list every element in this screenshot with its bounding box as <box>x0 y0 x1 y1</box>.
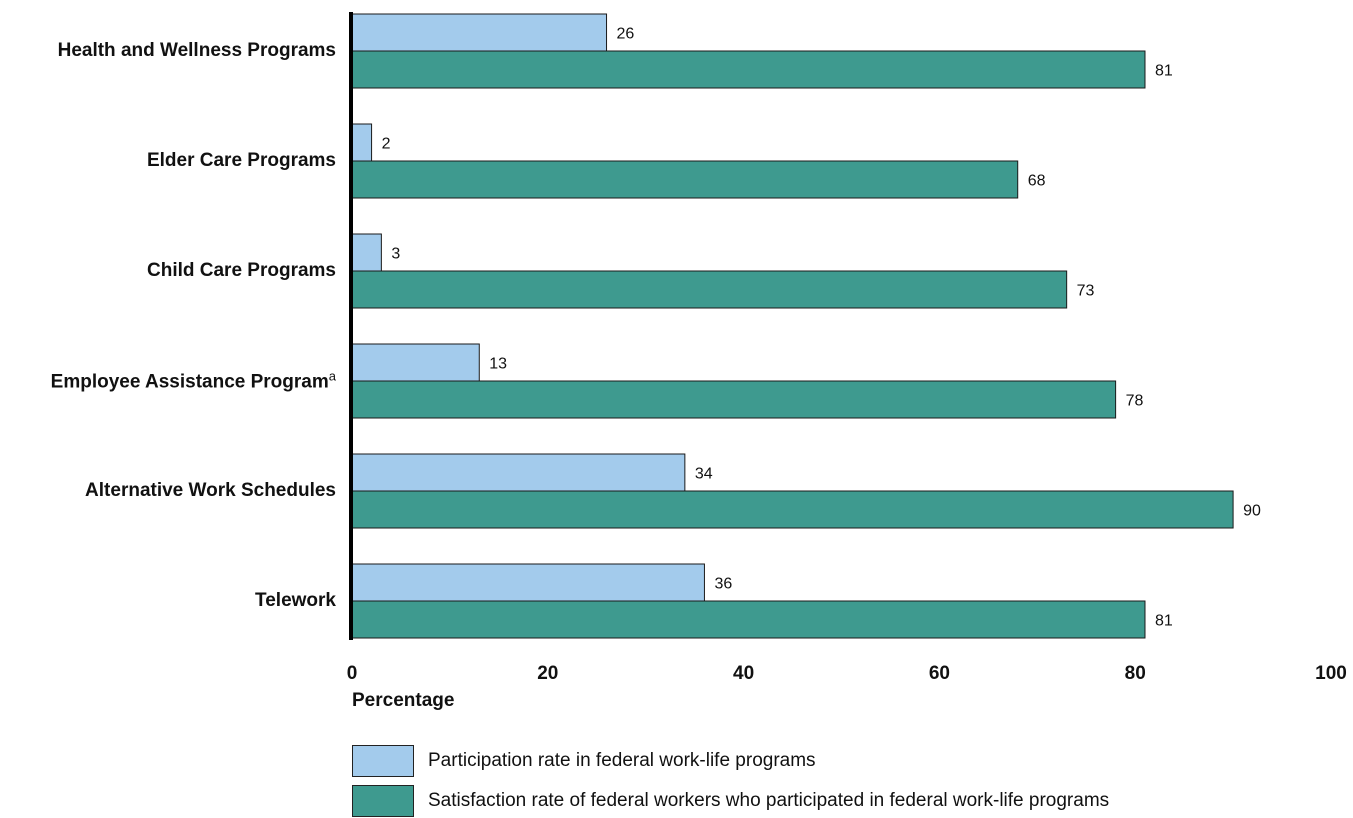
bar <box>351 600 1146 639</box>
category-label: Employee Assistance Programa <box>51 369 336 394</box>
bar <box>351 490 1234 529</box>
x-axis-title: Percentage <box>352 690 455 711</box>
category-label: Alternative Work Schedules <box>85 480 336 502</box>
data-label: 90 <box>1243 503 1261 520</box>
category-label-text: Employee Assistance Program <box>50 371 329 393</box>
data-label: 68 <box>1028 173 1046 190</box>
x-tick-label: 40 <box>733 663 754 684</box>
x-tick-label: 0 <box>347 663 358 684</box>
data-label: 36 <box>714 576 732 593</box>
category-label-text: Telework <box>255 590 336 611</box>
bar <box>351 160 1019 199</box>
legend-label-participation: Participation rate in federal work-life … <box>428 750 816 771</box>
data-label: 78 <box>1126 393 1144 410</box>
data-label: 73 <box>1077 283 1095 300</box>
bar <box>351 13 608 52</box>
x-tick-label: 80 <box>1125 663 1146 684</box>
bar <box>351 270 1068 309</box>
data-label: 81 <box>1155 63 1173 80</box>
category-label-text: Alternative Work Schedules <box>85 480 336 501</box>
bar <box>351 343 480 382</box>
bar <box>351 233 382 272</box>
x-tick-label: 100 <box>1315 663 1347 684</box>
legend-swatch-participation <box>352 745 414 777</box>
data-label: 34 <box>695 466 713 483</box>
data-label: 13 <box>489 356 507 373</box>
footnote-marker: a <box>328 368 336 384</box>
data-label: 81 <box>1155 613 1173 630</box>
data-label: 26 <box>617 26 635 43</box>
bar <box>351 50 1146 89</box>
category-label: Telework <box>255 590 336 612</box>
bars-group: 26 81 2 68 3 73 13 78 34 90 36 81 <box>351 13 1261 639</box>
legend-label-satisfaction: Satisfaction rate of federal workers who… <box>428 790 1110 811</box>
x-tick-label: 60 <box>929 663 950 684</box>
category-label-text: Health and Wellness Programs <box>57 40 336 61</box>
data-label: 3 <box>391 246 400 263</box>
category-label: Health and Wellness Programs <box>58 40 336 62</box>
category-label: Child Care Programs <box>147 260 336 282</box>
data-label: 2 <box>382 136 391 153</box>
bar <box>351 123 373 162</box>
bar <box>351 453 686 492</box>
x-tick-label: 20 <box>537 663 558 684</box>
category-label: Elder Care Programs <box>147 150 336 172</box>
bar <box>351 380 1117 419</box>
bar <box>351 563 705 602</box>
legend-item-satisfaction: Satisfaction rate of federal workers who… <box>352 784 1109 818</box>
legend-item-participation: Participation rate in federal work-life … <box>352 744 816 778</box>
tick-labels-group: 0 20 40 60 80 100 <box>347 663 1347 684</box>
category-label-text: Elder Care Programs <box>146 150 336 171</box>
legend-swatch-satisfaction <box>352 785 414 817</box>
category-label-text: Child Care Programs <box>147 260 336 281</box>
